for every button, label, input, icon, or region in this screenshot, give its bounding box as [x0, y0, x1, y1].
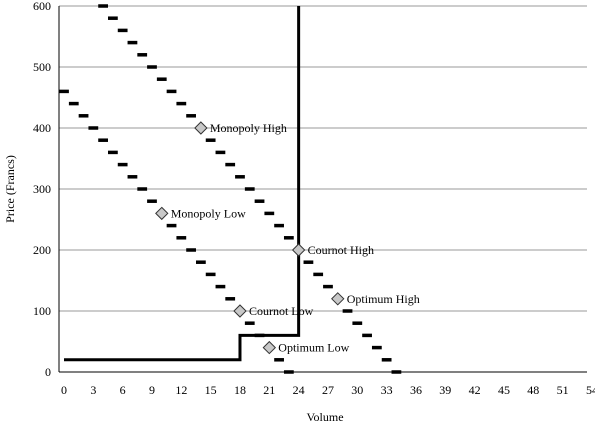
annotation-label: Optimum High — [347, 292, 420, 306]
y-tick-labels: 0 100 200 300 400 500 600 — [33, 0, 51, 379]
supply-line — [64, 6, 301, 362]
x-tick-label: 12 — [175, 383, 187, 397]
x-tick-label: 24 — [293, 383, 305, 397]
x-axis-title: Volume — [306, 410, 343, 424]
y-tick-label: 500 — [33, 60, 51, 74]
annotation-label: Cournot High — [308, 243, 374, 257]
x-tick-label: 0 — [61, 383, 67, 397]
x-tick-label: 3 — [90, 383, 96, 397]
point-marker — [233, 304, 247, 318]
y-tick-label: 600 — [33, 0, 51, 13]
x-tick-label: 18 — [234, 383, 246, 397]
x-tick-label: 36 — [410, 383, 422, 397]
annotation-label: Optimum Low — [278, 341, 349, 355]
point-marker — [291, 243, 306, 257]
axes — [58, 6, 587, 373]
annotation-label: Monopoly High — [210, 121, 287, 135]
annotation-label: Cournot Low — [249, 304, 314, 318]
x-tick-label: 51 — [557, 383, 569, 397]
x-tick-label: 45 — [498, 383, 510, 397]
y-axis-title: Price (Francs) — [3, 155, 17, 223]
x-tick-label: 48 — [527, 383, 539, 397]
x-tick-label: 30 — [351, 383, 363, 397]
x-tick-label: 39 — [439, 383, 451, 397]
annotation-label: Monopoly Low — [171, 206, 246, 220]
x-tick-label: 6 — [120, 383, 126, 397]
y-tick-label: 300 — [33, 182, 51, 196]
x-tick-label: 27 — [322, 383, 334, 397]
y-tick-label: 100 — [33, 304, 51, 318]
point-marker — [155, 206, 169, 221]
x-tick-labels: 0 3 6 9 12 15 18 21 24 27 30 33 36 39 42 45 48 51 54 — [61, 383, 595, 397]
x-tick-label: 33 — [381, 383, 393, 397]
series-0 — [98, 4, 402, 374]
point-marker — [262, 340, 277, 355]
y-tick-label: 200 — [33, 243, 51, 257]
grid-lines — [59, 5, 587, 312]
x-tick-label: 42 — [469, 383, 481, 397]
x-tick-label: 15 — [205, 383, 217, 397]
x-tick-label: 9 — [149, 383, 155, 397]
y-tick-label: 400 — [33, 121, 51, 135]
series-2 — [64, 6, 301, 362]
y-tick-label: 0 — [45, 365, 51, 379]
x-tick-label: 21 — [263, 383, 275, 397]
point-marker — [331, 292, 345, 306]
x-tick-label: 54 — [586, 383, 595, 397]
annotations-layer: Monopoly High Monopoly Low Cournot High Cou… — [155, 121, 420, 355]
point-marker — [194, 121, 208, 135]
